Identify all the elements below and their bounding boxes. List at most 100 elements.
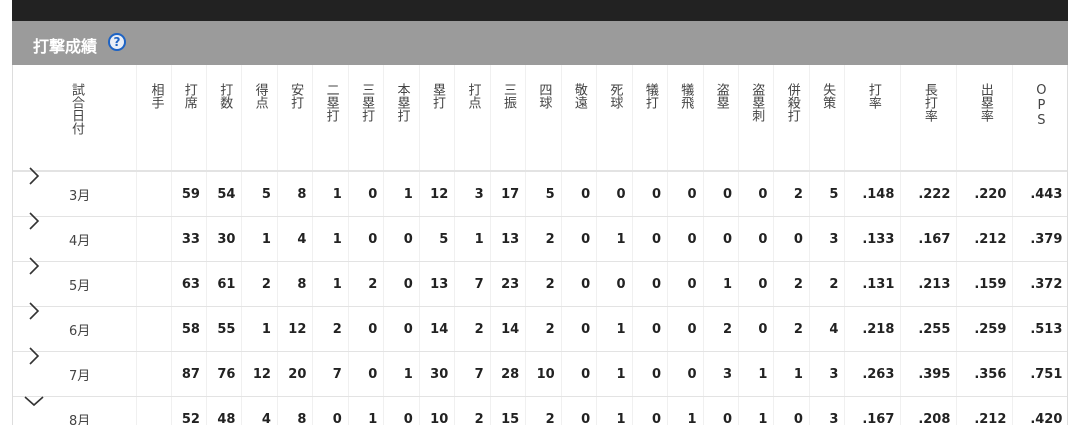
stat-cell: 2 (454, 396, 491, 425)
expand-icon[interactable] (23, 210, 45, 232)
stat-cell: 4 (277, 216, 314, 262)
top-bar (12, 0, 1068, 21)
stat-cell: 0 (667, 216, 704, 262)
stat-cell: 3 (703, 351, 740, 397)
stat-cell: .159 (956, 261, 1014, 307)
column-header: 打数 (206, 65, 243, 172)
stat-cell: .263 (844, 351, 902, 397)
stat-cell: 55 (206, 306, 243, 352)
stat-cell: 2 (773, 171, 810, 217)
column-header: 犠飛 (667, 65, 704, 172)
month-cell: 8月 (13, 396, 137, 425)
stat-cell: .372 (1012, 261, 1067, 307)
column-header-text: 三振 (500, 83, 516, 109)
expand-icon[interactable] (23, 165, 45, 187)
expand-icon[interactable] (23, 300, 45, 322)
stat-cell: .751 (1012, 351, 1067, 397)
column-header: 四球 (525, 65, 562, 172)
column-header-text: 本塁打 (394, 83, 410, 122)
stat-cell: 28 (490, 351, 527, 397)
stat-cell: 1 (454, 216, 491, 262)
stat-cell: 2 (525, 306, 562, 352)
stat-cell: .379 (1012, 216, 1067, 262)
stat-cell: 2 (773, 261, 810, 307)
stat-cell: 1 (596, 351, 633, 397)
stat-cell: 2 (525, 216, 562, 262)
stat-cell: 0 (383, 306, 420, 352)
stat-cell: .259 (956, 306, 1014, 352)
column-header: OPS (1012, 65, 1067, 172)
stat-cell: .167 (900, 216, 958, 262)
column-header-text: 犠飛 (678, 83, 694, 109)
column-header: 併殺打 (773, 65, 810, 172)
stat-cell: 0 (632, 396, 669, 425)
column-header-text: 敬遠 (571, 83, 587, 109)
stat-cell: .395 (900, 351, 958, 397)
opponent-cell (136, 171, 172, 217)
column-header-text: 塁打 (430, 83, 446, 109)
column-header: 打点 (454, 65, 491, 172)
stat-cell: 0 (348, 171, 385, 217)
stat-cell: 59 (171, 171, 207, 217)
stat-cell: 8 (277, 171, 314, 217)
stat-cell: 0 (383, 216, 420, 262)
column-header-text: 打率 (865, 83, 881, 109)
column-header-text: 盗塁 (713, 83, 729, 109)
stat-cell: 0 (596, 171, 633, 217)
column-header-text: OPS (1033, 83, 1049, 128)
stat-cell: 2 (703, 306, 740, 352)
column-header: 塁打 (419, 65, 456, 172)
stat-cell: 87 (171, 351, 207, 397)
collapse-icon[interactable] (23, 390, 45, 412)
stat-cell: 48 (206, 396, 243, 425)
stat-cell: 0 (773, 396, 810, 425)
stat-cell: .255 (900, 306, 958, 352)
stat-cell: 7 (454, 261, 491, 307)
stat-cell: 2 (348, 261, 385, 307)
help-icon[interactable]: ? (108, 33, 126, 51)
stat-cell: 0 (667, 351, 704, 397)
stat-cell: .133 (844, 216, 902, 262)
stat-cell: 1 (241, 306, 278, 352)
stat-cell: 0 (667, 306, 704, 352)
column-header-text: 盗塁刺 (749, 83, 765, 122)
column-header-text: 死球 (607, 83, 623, 109)
column-header-text: 安打 (288, 83, 304, 109)
opponent-cell (136, 216, 172, 262)
stat-cell: 4 (241, 396, 278, 425)
stat-cell: 61 (206, 261, 243, 307)
stat-cell: 0 (738, 261, 775, 307)
expand-icon[interactable] (23, 345, 45, 367)
column-header: 得点 (241, 65, 278, 172)
stat-cell: 3 (809, 396, 846, 425)
stat-cell: 0 (348, 216, 385, 262)
column-header: 三塁打 (348, 65, 385, 172)
stat-cell: 0 (383, 396, 420, 425)
stat-cell: 1 (312, 216, 349, 262)
stat-cell: 0 (561, 261, 598, 307)
stat-cell: .212 (956, 216, 1014, 262)
stat-cell: 8 (277, 261, 314, 307)
stat-cell: 7 (312, 351, 349, 397)
stat-cell: 0 (703, 216, 740, 262)
column-header-text: 犠打 (642, 83, 658, 109)
column-header: 犠打 (632, 65, 669, 172)
stat-cell: 5 (809, 171, 846, 217)
column-header-text: 打点 (465, 83, 481, 109)
column-header-text: 二塁打 (323, 83, 339, 122)
stat-cell: 1 (738, 396, 775, 425)
expand-icon[interactable] (23, 255, 45, 277)
stat-cell: 1 (383, 351, 420, 397)
stat-cell: 0 (561, 306, 598, 352)
column-header: 敬遠 (561, 65, 598, 172)
stat-cell: 15 (490, 396, 527, 425)
stat-cell: 0 (632, 261, 669, 307)
stat-cell: 63 (171, 261, 207, 307)
column-header: 三振 (490, 65, 527, 172)
stat-cell: 0 (561, 396, 598, 425)
stat-cell: 0 (312, 396, 349, 425)
month-cell: 4月 (13, 216, 137, 262)
stat-cell: 1 (596, 216, 633, 262)
month-cell: 7月 (13, 351, 137, 397)
stat-cell: 1 (383, 171, 420, 217)
